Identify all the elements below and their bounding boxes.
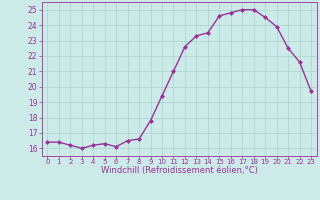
X-axis label: Windchill (Refroidissement éolien,°C): Windchill (Refroidissement éolien,°C)	[101, 166, 258, 175]
